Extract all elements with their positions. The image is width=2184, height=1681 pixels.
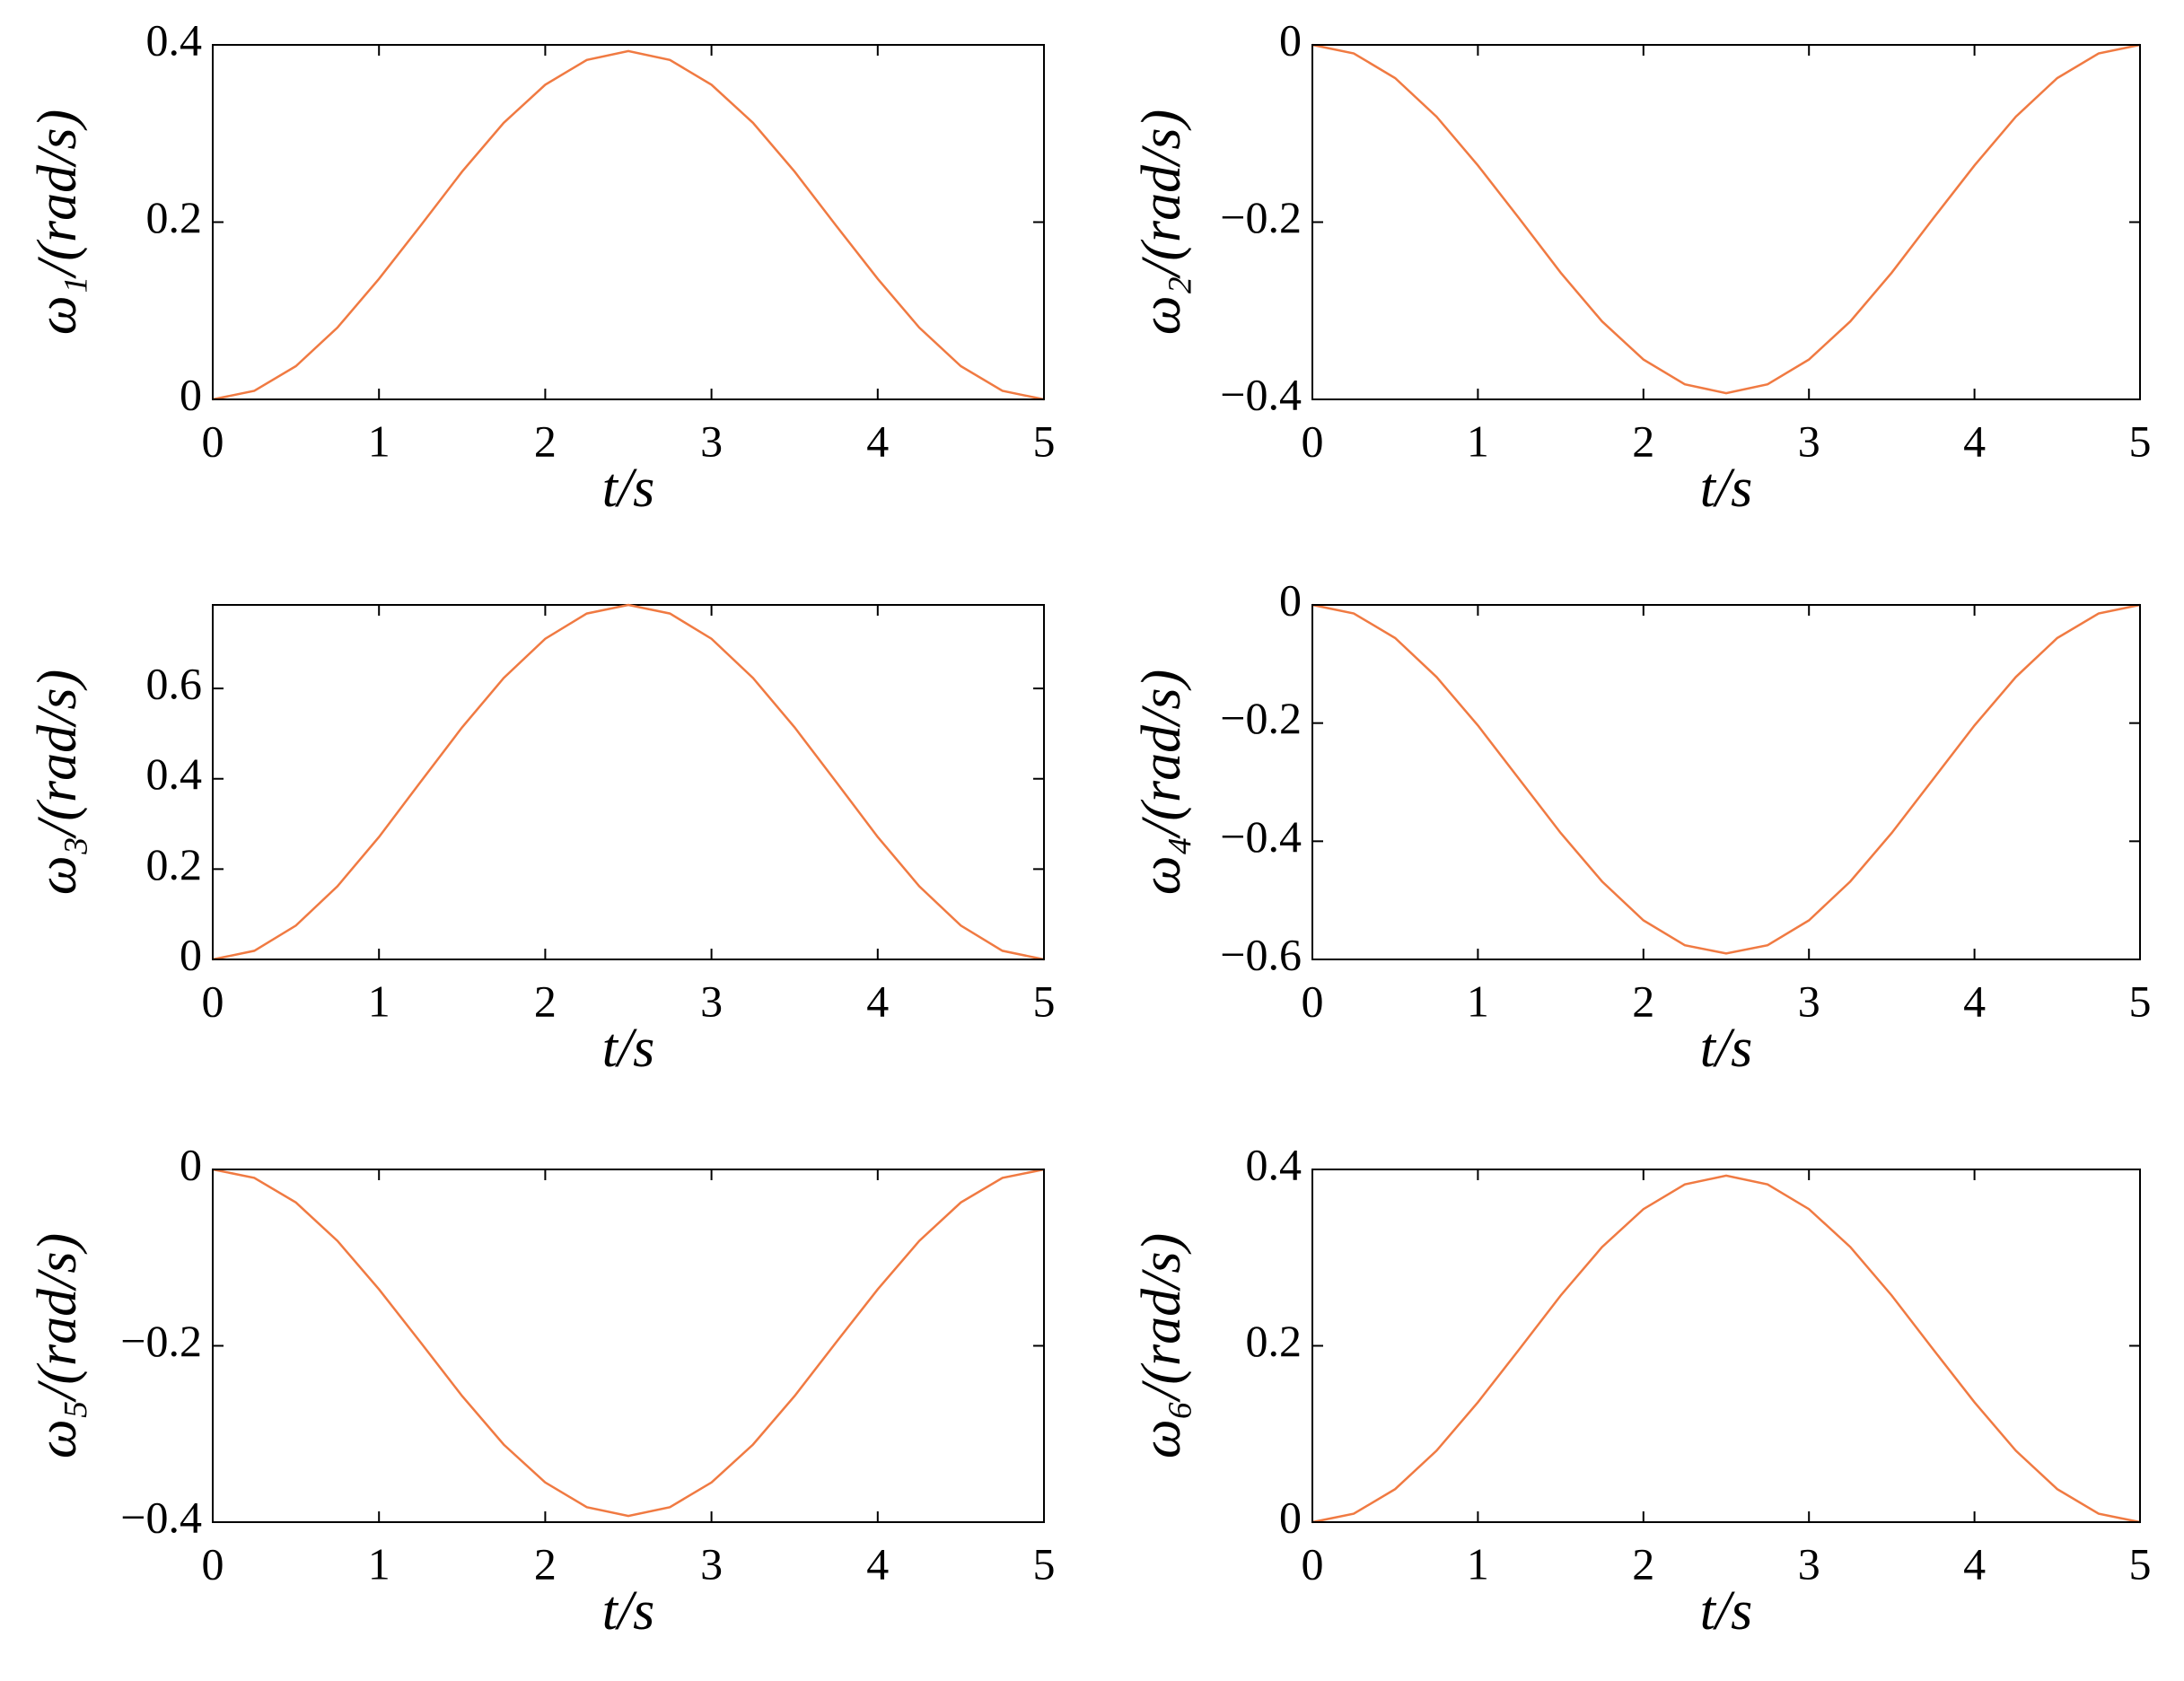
subplot: 0 1 2 3 4 5 −0.4 −0.2 0 t/s ω₅/(rad/s) [27, 1139, 1055, 1642]
subplot: 0 1 2 3 4 5 0 0.2 0.4 0.6 t/s ω₃/(rad/s) [27, 603, 1056, 1079]
y-axis-label: ω₄/(rad/s) [1131, 670, 1192, 895]
x-tick-label: 4 [1963, 976, 1986, 1026]
y-axis-label: ω₆/(rad/s) [1131, 1233, 1192, 1458]
y-tick-label: −0.6 [1220, 929, 1302, 979]
y-tick-label: 0.4 [146, 749, 203, 799]
plot-frame [1311, 604, 2141, 960]
x-tick-label: 1 [368, 416, 390, 466]
x-axis-label: t/s [1700, 458, 1753, 519]
x-tick-label: 2 [1632, 416, 1654, 466]
x-tick-label: 1 [1467, 1538, 1489, 1589]
subplot: 0 1 2 3 4 5 −0.4 −0.2 0 t/s ω₂/(rad/s) [1131, 14, 2151, 519]
x-tick-label: 1 [368, 976, 390, 1026]
y-tick-label: −0.4 [1220, 369, 1302, 419]
x-tick-label: 2 [1632, 976, 1654, 1026]
x-axis-label: t/s [1700, 1018, 1753, 1079]
y-axis-label: ω₁/(rad/s) [27, 109, 88, 335]
data-line [1311, 1174, 2141, 1524]
y-tick-label: −0.2 [120, 1316, 202, 1366]
plot-frame [1311, 44, 2141, 400]
data-line [212, 49, 1045, 401]
x-tick-label: 5 [2129, 416, 2152, 466]
x-axis-label: t/s [1700, 1580, 1753, 1642]
x-tick-label: 3 [1798, 416, 1820, 466]
x-tick-label: 4 [866, 416, 889, 466]
data-line [1311, 603, 2141, 955]
x-tick-label: 0 [202, 976, 224, 1026]
x-tick-label: 5 [1033, 1538, 1056, 1589]
x-tick-label: 2 [534, 416, 557, 466]
plot-frame [212, 44, 1045, 400]
x-tick-label: 5 [1033, 416, 1056, 466]
y-tick-label: 0.6 [146, 659, 203, 709]
plot-frame [212, 604, 1045, 960]
subplot: 0 1 2 3 4 5 −0.6 −0.4 −0.2 0 t/s ω₄/(rad/s) [1131, 574, 2151, 1079]
x-tick-label: 2 [1632, 1538, 1654, 1589]
y-tick-label: 0.2 [146, 839, 203, 889]
y-tick-label: 0.2 [1246, 1316, 1303, 1366]
y-tick-label: −0.4 [120, 1492, 202, 1542]
y-tick-label: −0.2 [1220, 693, 1302, 743]
x-tick-label: 4 [866, 976, 889, 1026]
x-tick-label: 2 [534, 976, 557, 1026]
subplot: 0 1 2 3 4 5 0 0.2 0.4 t/s ω₆/(rad/s) [1131, 1139, 2151, 1642]
y-tick-label: 0 [180, 369, 202, 419]
x-tick-label: 5 [1033, 976, 1056, 1026]
y-axis-label: ω₅/(rad/s) [27, 1233, 88, 1458]
x-axis-label: t/s [602, 1018, 655, 1079]
y-tick-label: −0.4 [1220, 811, 1302, 862]
x-tick-label: 5 [2129, 976, 2152, 1026]
data-line [212, 1168, 1045, 1518]
x-tick-label: 2 [534, 1538, 557, 1589]
x-tick-label: 0 [202, 416, 224, 466]
y-tick-label: 0 [1279, 14, 1302, 65]
x-tick-label: 1 [368, 1538, 390, 1589]
plot-frame [1311, 1169, 2141, 1523]
subplot: 0 1 2 3 4 5 0 0.2 0.4 t/s ω₁/(rad/s) [27, 14, 1055, 519]
x-tick-label: 5 [2129, 1538, 2152, 1589]
x-tick-label: 0 [1302, 976, 1324, 1026]
data-line [212, 603, 1045, 961]
y-tick-label: 0 [1279, 574, 1302, 625]
x-tick-label: 3 [1798, 1538, 1820, 1589]
x-tick-label: 0 [1302, 1538, 1324, 1589]
x-axis-label: t/s [602, 1580, 655, 1642]
y-axis-label: ω₃/(rad/s) [27, 670, 88, 895]
x-tick-label: 0 [1302, 416, 1324, 466]
y-tick-label: 0 [180, 929, 202, 979]
x-tick-label: 1 [1467, 976, 1489, 1026]
x-tick-label: 4 [866, 1538, 889, 1589]
data-line [1311, 43, 2141, 395]
x-axis-label: t/s [602, 458, 655, 519]
x-tick-label: 3 [1798, 976, 1820, 1026]
x-tick-label: 0 [202, 1538, 224, 1589]
x-tick-label: 3 [700, 416, 723, 466]
y-tick-label: 0.2 [146, 192, 203, 242]
y-tick-label: −0.2 [1220, 192, 1302, 242]
y-axis-label: ω₂/(rad/s) [1131, 109, 1192, 335]
y-tick-label: 0.4 [146, 14, 203, 65]
x-tick-label: 1 [1467, 416, 1489, 466]
x-tick-label: 3 [700, 1538, 723, 1589]
y-tick-label: 0 [180, 1139, 202, 1189]
x-tick-label: 3 [700, 976, 723, 1026]
x-tick-label: 4 [1963, 416, 1986, 466]
y-tick-label: 0.4 [1246, 1139, 1303, 1189]
y-tick-label: 0 [1279, 1492, 1302, 1542]
x-tick-label: 4 [1963, 1538, 1986, 1589]
plot-frame [212, 1169, 1045, 1523]
